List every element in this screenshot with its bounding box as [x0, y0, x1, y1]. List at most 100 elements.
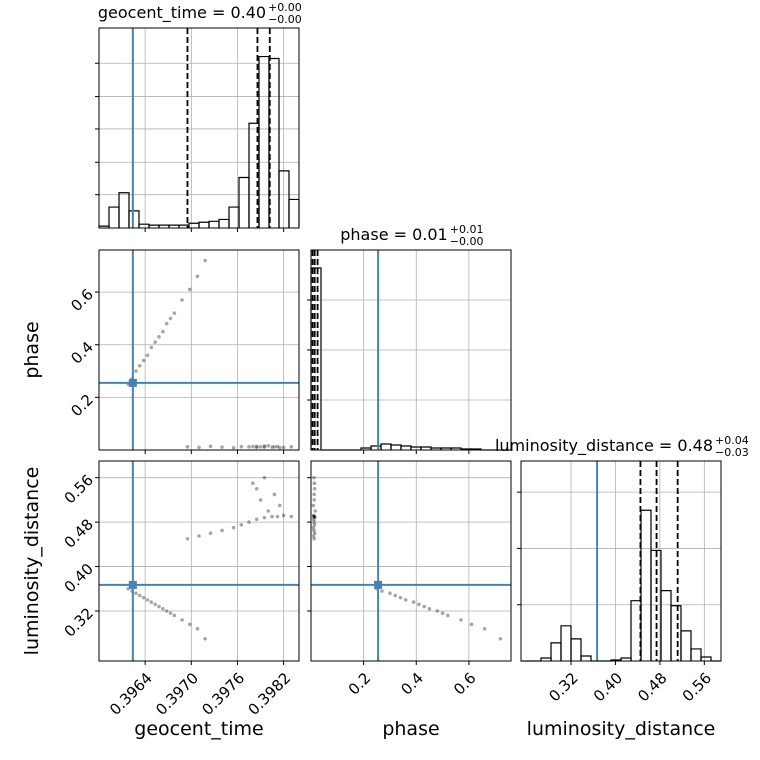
title-upper-error: +0.04: [715, 434, 749, 447]
histogram-bin: [198, 221, 210, 228]
sample-point: [258, 445, 263, 449]
sample-point: [313, 509, 318, 513]
sample-point: [262, 444, 267, 448]
sample-point: [312, 475, 316, 480]
x-tick-label: 0.3982: [245, 669, 295, 719]
sample-point: [153, 340, 157, 344]
histogram-bin: [550, 642, 562, 661]
x-tick-label: 0.3970: [152, 669, 202, 719]
sample-point: [311, 513, 316, 518]
panel-frame: [98, 249, 300, 451]
y-tick-label: 0.4: [67, 338, 97, 368]
sample-point: [440, 611, 445, 616]
y-tick-label: 0.48: [61, 515, 97, 551]
sample-point: [195, 274, 200, 279]
sample-point: [231, 525, 236, 530]
histogram-bin: [640, 509, 652, 661]
sample-point: [168, 611, 173, 616]
sample-point: [145, 353, 150, 358]
sample-point: [281, 513, 286, 518]
sample-point: [417, 602, 421, 607]
histogram-bin: [288, 198, 300, 228]
sample-point: [239, 523, 244, 527]
sample-point: [203, 636, 207, 641]
histogram-bin: [118, 192, 130, 228]
sample-point: [311, 534, 316, 538]
sample-point: [411, 600, 416, 604]
sample-point: [289, 445, 294, 449]
sample-point: [137, 363, 142, 368]
sample-point: [312, 514, 317, 519]
y-tick-label: 0.40: [61, 560, 97, 596]
histogram-bin: [108, 206, 120, 228]
histogram-panel: geocent_time = 0.40 +0.00−0.00: [95, 1, 302, 232]
sample-point: [195, 626, 200, 631]
sample-point: [469, 622, 474, 627]
title-upper-error: +0.00: [268, 1, 302, 14]
sample-point: [311, 525, 316, 530]
y-axis-label: luminosity_distance: [21, 467, 43, 656]
x-tick-label: 0.40: [590, 669, 626, 705]
y-axis-label: phase: [21, 321, 43, 378]
sample-point: [208, 444, 213, 449]
histogram-bin: [218, 218, 230, 228]
sample-point: [153, 602, 157, 607]
sample-point: [312, 481, 317, 486]
sample-point: [187, 287, 192, 292]
sample-point: [272, 445, 277, 449]
panel-frame: [310, 249, 512, 451]
sample-point: [446, 613, 450, 618]
sample-point: [168, 316, 173, 321]
sample-point: [203, 258, 207, 263]
sample-point: [289, 514, 294, 519]
sample-point: [254, 486, 259, 491]
histogram-bin: [268, 57, 280, 228]
sample-point: [164, 321, 169, 326]
sample-point: [161, 329, 165, 334]
title-lower-error: −0.00: [268, 13, 302, 26]
histogram-bin: [138, 223, 150, 228]
sample-point: [270, 514, 274, 519]
sample-point: [231, 445, 236, 450]
histogram-panel: 0.32 0.40 0.48 0.56 luminosity_distance = 0.…: [495, 434, 749, 705]
sample-point: [312, 498, 316, 502]
panel-frame: [98, 27, 300, 229]
sample-point: [187, 622, 192, 627]
sample-point: [157, 604, 161, 609]
panel-title: luminosity_distance = 0.48: [495, 436, 713, 456]
sample-point: [239, 444, 244, 449]
histogram-bin: [690, 648, 702, 661]
sample-point: [272, 492, 277, 497]
histogram-bin: [370, 445, 382, 450]
histogram-bin: [580, 655, 592, 661]
sample-point: [172, 613, 177, 618]
histogram-bin: [238, 176, 250, 228]
y-tick-label: 0.32: [61, 604, 97, 640]
truth-marker: [128, 580, 137, 589]
sample-point: [270, 445, 274, 449]
x-tick-label: 0.4: [397, 669, 427, 699]
sample-point: [258, 498, 263, 502]
sample-point: [141, 595, 146, 600]
sample-point: [157, 335, 161, 339]
title-lower-error: −0.00: [450, 235, 484, 248]
sample-point: [311, 517, 316, 522]
sample-point: [459, 618, 463, 622]
sample-point: [254, 445, 259, 450]
x-tick-label: 0.32: [545, 669, 581, 705]
sample-point: [388, 591, 392, 596]
sample-point: [197, 534, 201, 538]
histogram-bin: [560, 625, 572, 661]
sample-point: [277, 503, 282, 508]
scatter-panel: 0.2 0.4 0.6: [67, 249, 300, 454]
histogram-bin: [670, 605, 682, 661]
sample-point: [482, 626, 487, 631]
histogram-bin: [400, 445, 412, 450]
histogram-bin: [680, 630, 692, 661]
sample-point: [145, 598, 150, 602]
sample-point: [422, 604, 426, 609]
histogram-bin: [570, 638, 582, 661]
sample-point: [180, 618, 184, 622]
